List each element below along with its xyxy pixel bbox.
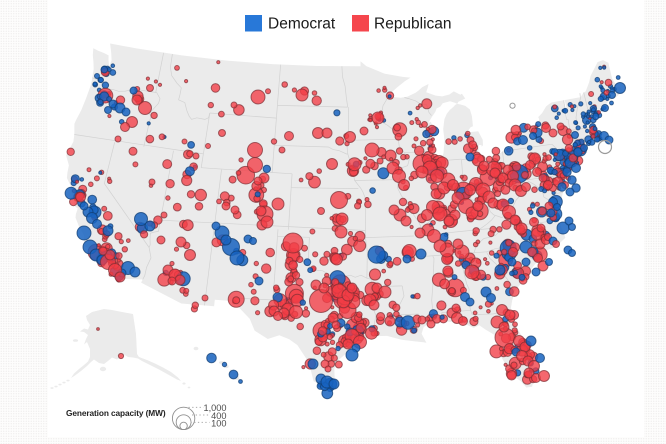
svg-text:1,000: 1,000 [204, 403, 227, 413]
svg-text:Democrat: Democrat [268, 16, 336, 33]
svg-text:400: 400 [211, 411, 226, 421]
svg-text:100: 100 [211, 419, 226, 429]
svg-text:Generation capacity (MW): Generation capacity (MW) [66, 408, 166, 418]
svg-text:Republican: Republican [374, 16, 452, 33]
